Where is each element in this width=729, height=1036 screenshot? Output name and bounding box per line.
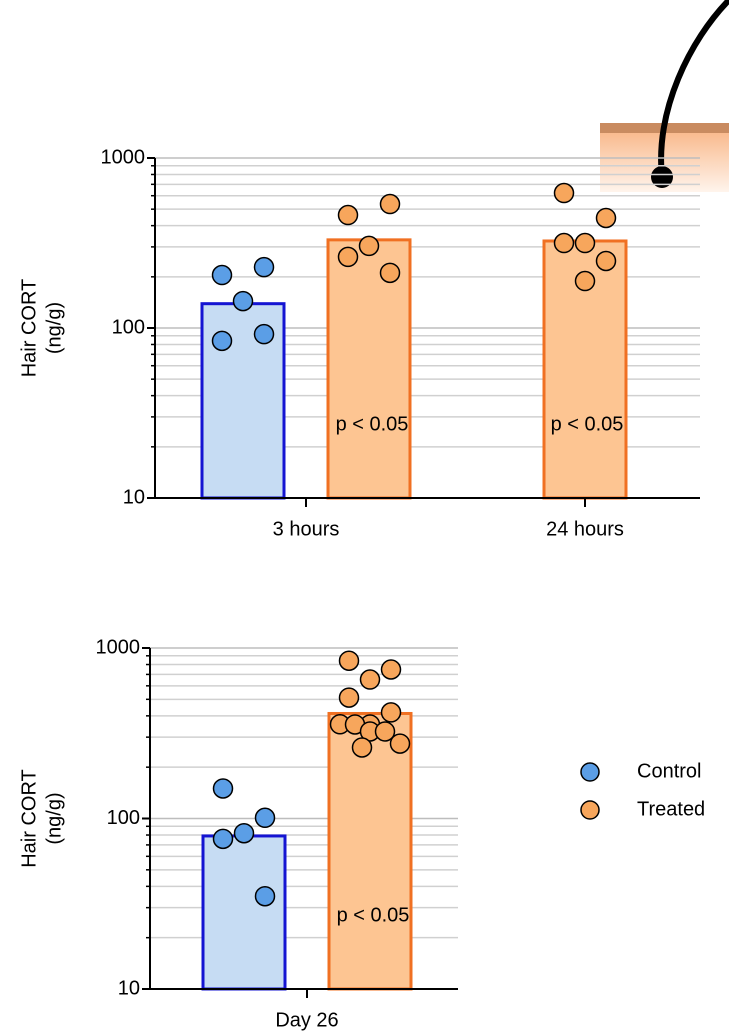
y-tick-label: 10 — [118, 977, 140, 999]
data-point — [351, 737, 373, 758]
data-point — [380, 702, 402, 723]
hair-illustration — [600, 0, 729, 192]
x-tick-label: Day 26 — [275, 1009, 338, 1031]
panel: 10 100 1000 Hair CORT (ng/g) p < 0.05 3 hours p… — [18, 146, 700, 540]
y-axis-label: Hair CORT — [18, 769, 40, 868]
data-point — [253, 256, 275, 278]
data-point — [379, 193, 401, 215]
data-point — [253, 323, 275, 345]
y-tick-label: 1000 — [101, 146, 146, 168]
legend-marker — [580, 800, 600, 820]
data-point — [553, 182, 575, 204]
data-point — [337, 204, 359, 226]
data-point — [211, 330, 233, 352]
data-point — [212, 778, 234, 799]
y-axis-label: (ng/g) — [43, 302, 65, 354]
x-tick-label: 3 hours — [273, 518, 340, 540]
y-tick-label: 10 — [123, 486, 145, 508]
legend-label: Treated — [637, 798, 705, 820]
bar — [201, 834, 287, 991]
y-axis-label: Hair CORT — [18, 279, 40, 378]
data-point — [211, 264, 233, 286]
data-point — [553, 232, 575, 254]
data-point — [232, 290, 254, 312]
x-tick-label: 24 hours — [546, 518, 624, 540]
hair-bulb — [651, 166, 673, 188]
y-tick-label: 100 — [112, 316, 145, 338]
p-value-label: p < 0.05 — [336, 413, 409, 435]
data-point — [379, 262, 401, 284]
bar — [327, 711, 413, 991]
data-point — [338, 650, 360, 671]
hair-shaft — [658, 0, 729, 179]
data-point — [374, 721, 396, 742]
data-point — [359, 669, 381, 690]
p-value-label: p < 0.05 — [337, 904, 410, 926]
y-tick-label: 100 — [107, 807, 140, 829]
y-axis-label: (ng/g) — [43, 792, 65, 844]
data-point — [389, 733, 411, 754]
data-point — [574, 270, 596, 292]
data-point — [380, 659, 402, 680]
y-tick-label: 1000 — [96, 636, 141, 658]
data-point — [574, 232, 596, 254]
data-point — [254, 885, 276, 907]
data-point — [595, 207, 617, 229]
panel: 10 100 1000 Hair CORT (ng/g) p < 0.05 Day 26 — [18, 636, 458, 1031]
legend-marker — [580, 762, 600, 782]
data-point — [595, 250, 617, 272]
data-point — [212, 828, 234, 850]
data-point — [254, 807, 276, 829]
legend-label: Control — [637, 760, 701, 782]
p-value-label: p < 0.05 — [551, 413, 624, 435]
legend: Control Treated — [580, 760, 705, 820]
data-point — [337, 246, 359, 268]
data-point — [338, 687, 360, 708]
data-point — [358, 235, 380, 257]
data-point — [233, 822, 255, 844]
